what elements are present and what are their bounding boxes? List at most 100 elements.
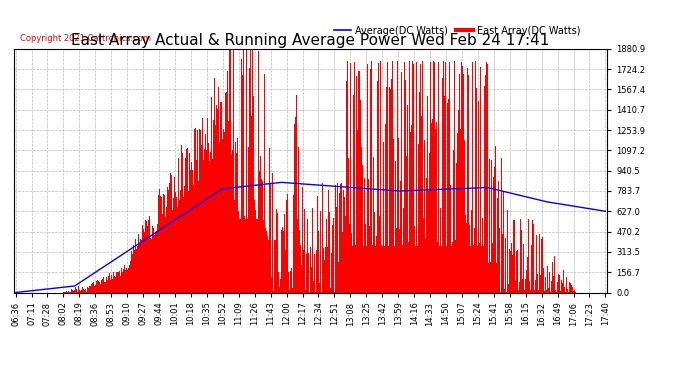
Bar — [477, 246, 478, 292]
Bar — [497, 151, 498, 292]
Bar — [298, 147, 299, 292]
Bar — [361, 147, 362, 292]
Bar — [518, 290, 519, 292]
Bar — [343, 190, 344, 292]
Bar — [410, 132, 411, 292]
Bar — [275, 290, 277, 292]
Bar — [348, 158, 349, 292]
Bar — [522, 244, 524, 292]
Bar — [452, 242, 453, 292]
Bar — [236, 153, 237, 292]
Bar — [232, 150, 233, 292]
Bar — [395, 61, 397, 292]
Bar — [557, 282, 558, 292]
Bar — [137, 246, 138, 292]
Bar — [563, 270, 564, 292]
Bar — [471, 246, 473, 292]
Bar — [326, 248, 328, 292]
Bar — [482, 218, 483, 292]
Bar — [296, 94, 297, 292]
Bar — [208, 143, 209, 292]
Title: East Array Actual & Running Average Power Wed Feb 24 17:41: East Array Actual & Running Average Powe… — [71, 33, 550, 48]
Bar — [386, 244, 388, 292]
Bar — [260, 156, 262, 292]
Bar — [465, 215, 466, 292]
Bar — [106, 277, 108, 292]
Bar — [459, 74, 460, 292]
Bar — [445, 62, 446, 292]
Bar — [103, 277, 104, 292]
Bar — [357, 130, 358, 292]
Bar — [87, 286, 88, 292]
Bar — [342, 232, 343, 292]
Bar — [455, 240, 456, 292]
Bar — [413, 64, 414, 292]
Bar — [256, 219, 257, 292]
Bar — [155, 233, 156, 292]
Legend: Average(DC Watts), East Array(DC Watts): Average(DC Watts), East Array(DC Watts) — [330, 22, 584, 40]
Bar — [295, 117, 296, 292]
Bar — [126, 268, 127, 292]
Bar — [282, 226, 283, 292]
Bar — [379, 80, 380, 292]
Bar — [388, 246, 389, 292]
Bar — [253, 96, 254, 292]
Bar — [135, 239, 136, 292]
Bar — [428, 153, 430, 292]
Bar — [364, 178, 365, 292]
Bar — [287, 194, 288, 292]
Bar — [567, 289, 569, 292]
Bar — [281, 230, 282, 292]
Bar — [198, 182, 199, 292]
Bar — [366, 246, 367, 292]
Bar — [264, 74, 265, 292]
Bar — [200, 130, 201, 292]
Bar — [90, 286, 91, 292]
Bar — [540, 231, 542, 292]
Bar — [562, 284, 563, 292]
Bar — [526, 270, 527, 292]
Bar — [68, 291, 69, 292]
Bar — [154, 235, 155, 292]
Bar — [162, 214, 163, 292]
Bar — [356, 76, 357, 292]
Bar — [371, 62, 373, 292]
Bar — [359, 99, 361, 292]
Bar — [176, 197, 177, 292]
Bar — [417, 246, 418, 292]
Bar — [438, 62, 440, 292]
Bar — [328, 190, 329, 292]
Bar — [416, 62, 417, 292]
Bar — [549, 273, 551, 292]
Bar — [412, 61, 413, 292]
Bar — [304, 209, 305, 292]
Bar — [569, 282, 570, 292]
Bar — [75, 287, 76, 292]
Bar — [215, 125, 216, 292]
Bar — [250, 49, 251, 292]
Bar — [101, 280, 102, 292]
Bar — [353, 95, 355, 292]
Bar — [82, 287, 83, 292]
Bar — [274, 240, 275, 292]
Bar — [129, 265, 130, 292]
Bar — [358, 71, 359, 292]
Bar — [255, 210, 256, 292]
Bar — [456, 163, 457, 292]
Bar — [217, 109, 218, 292]
Bar — [165, 217, 166, 292]
Bar — [411, 125, 412, 292]
Bar — [377, 63, 379, 292]
Bar — [479, 243, 480, 292]
Bar — [546, 266, 548, 292]
Bar — [441, 246, 442, 292]
Bar — [368, 226, 370, 292]
Bar — [132, 254, 133, 292]
Bar — [460, 129, 461, 292]
Bar — [397, 61, 398, 292]
Bar — [331, 254, 332, 292]
Bar — [222, 139, 223, 292]
Bar — [231, 154, 232, 292]
Bar — [278, 272, 279, 292]
Bar — [158, 195, 159, 292]
